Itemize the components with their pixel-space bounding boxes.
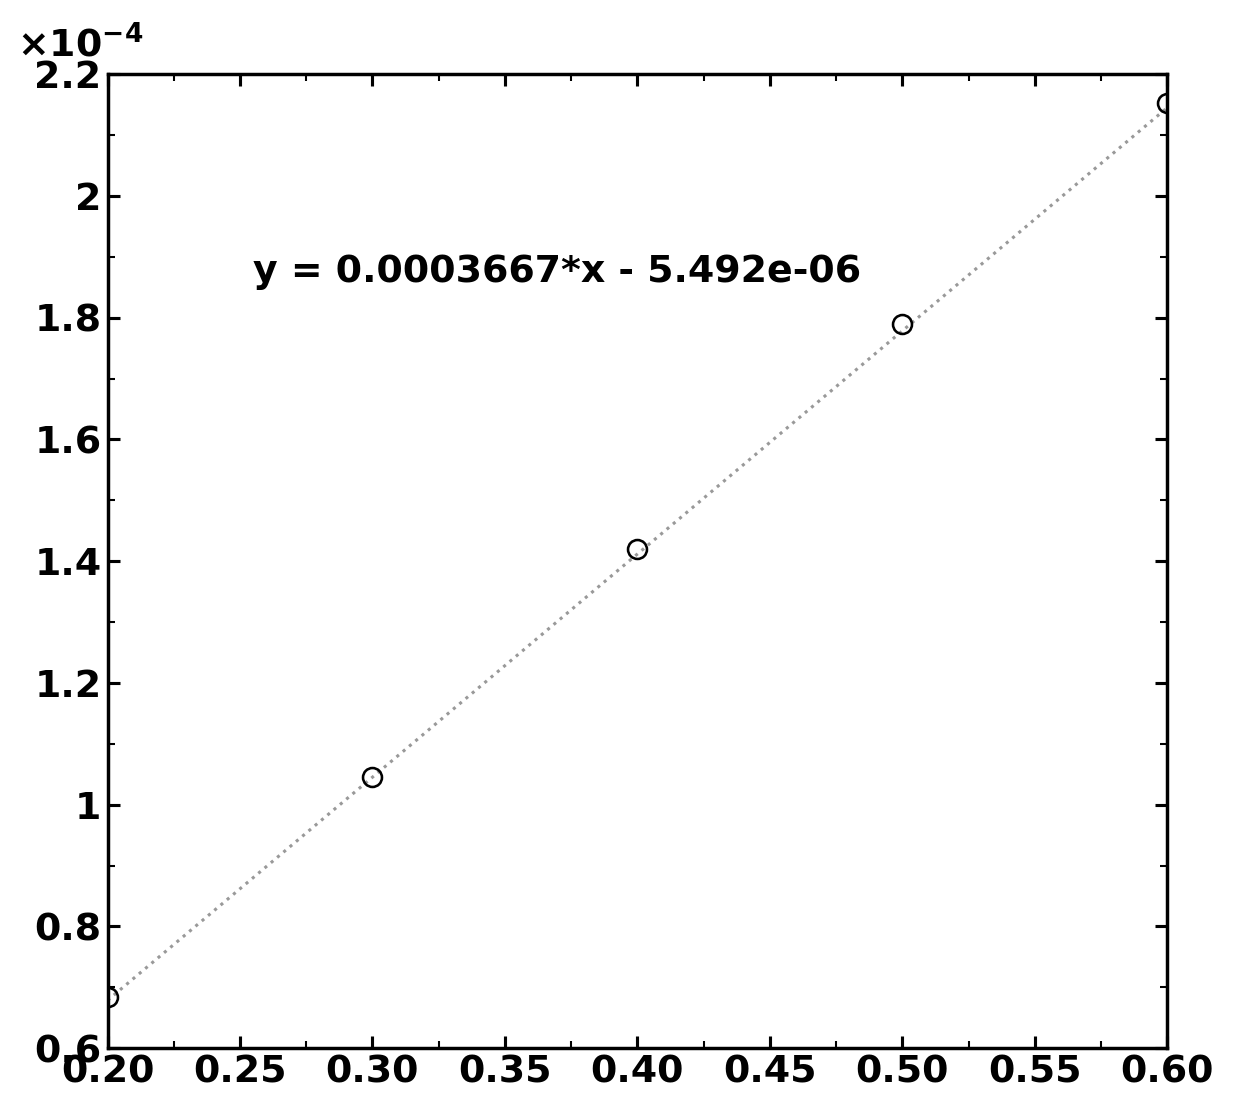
Text: y = 0.0003667*x - 5.492e-06: y = 0.0003667*x - 5.492e-06 [253, 254, 862, 290]
Text: $\mathbf{\times 10^{-4}}$: $\mathbf{\times 10^{-4}}$ [17, 25, 144, 65]
